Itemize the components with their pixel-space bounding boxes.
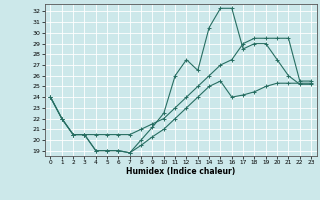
X-axis label: Humidex (Indice chaleur): Humidex (Indice chaleur) [126,167,236,176]
